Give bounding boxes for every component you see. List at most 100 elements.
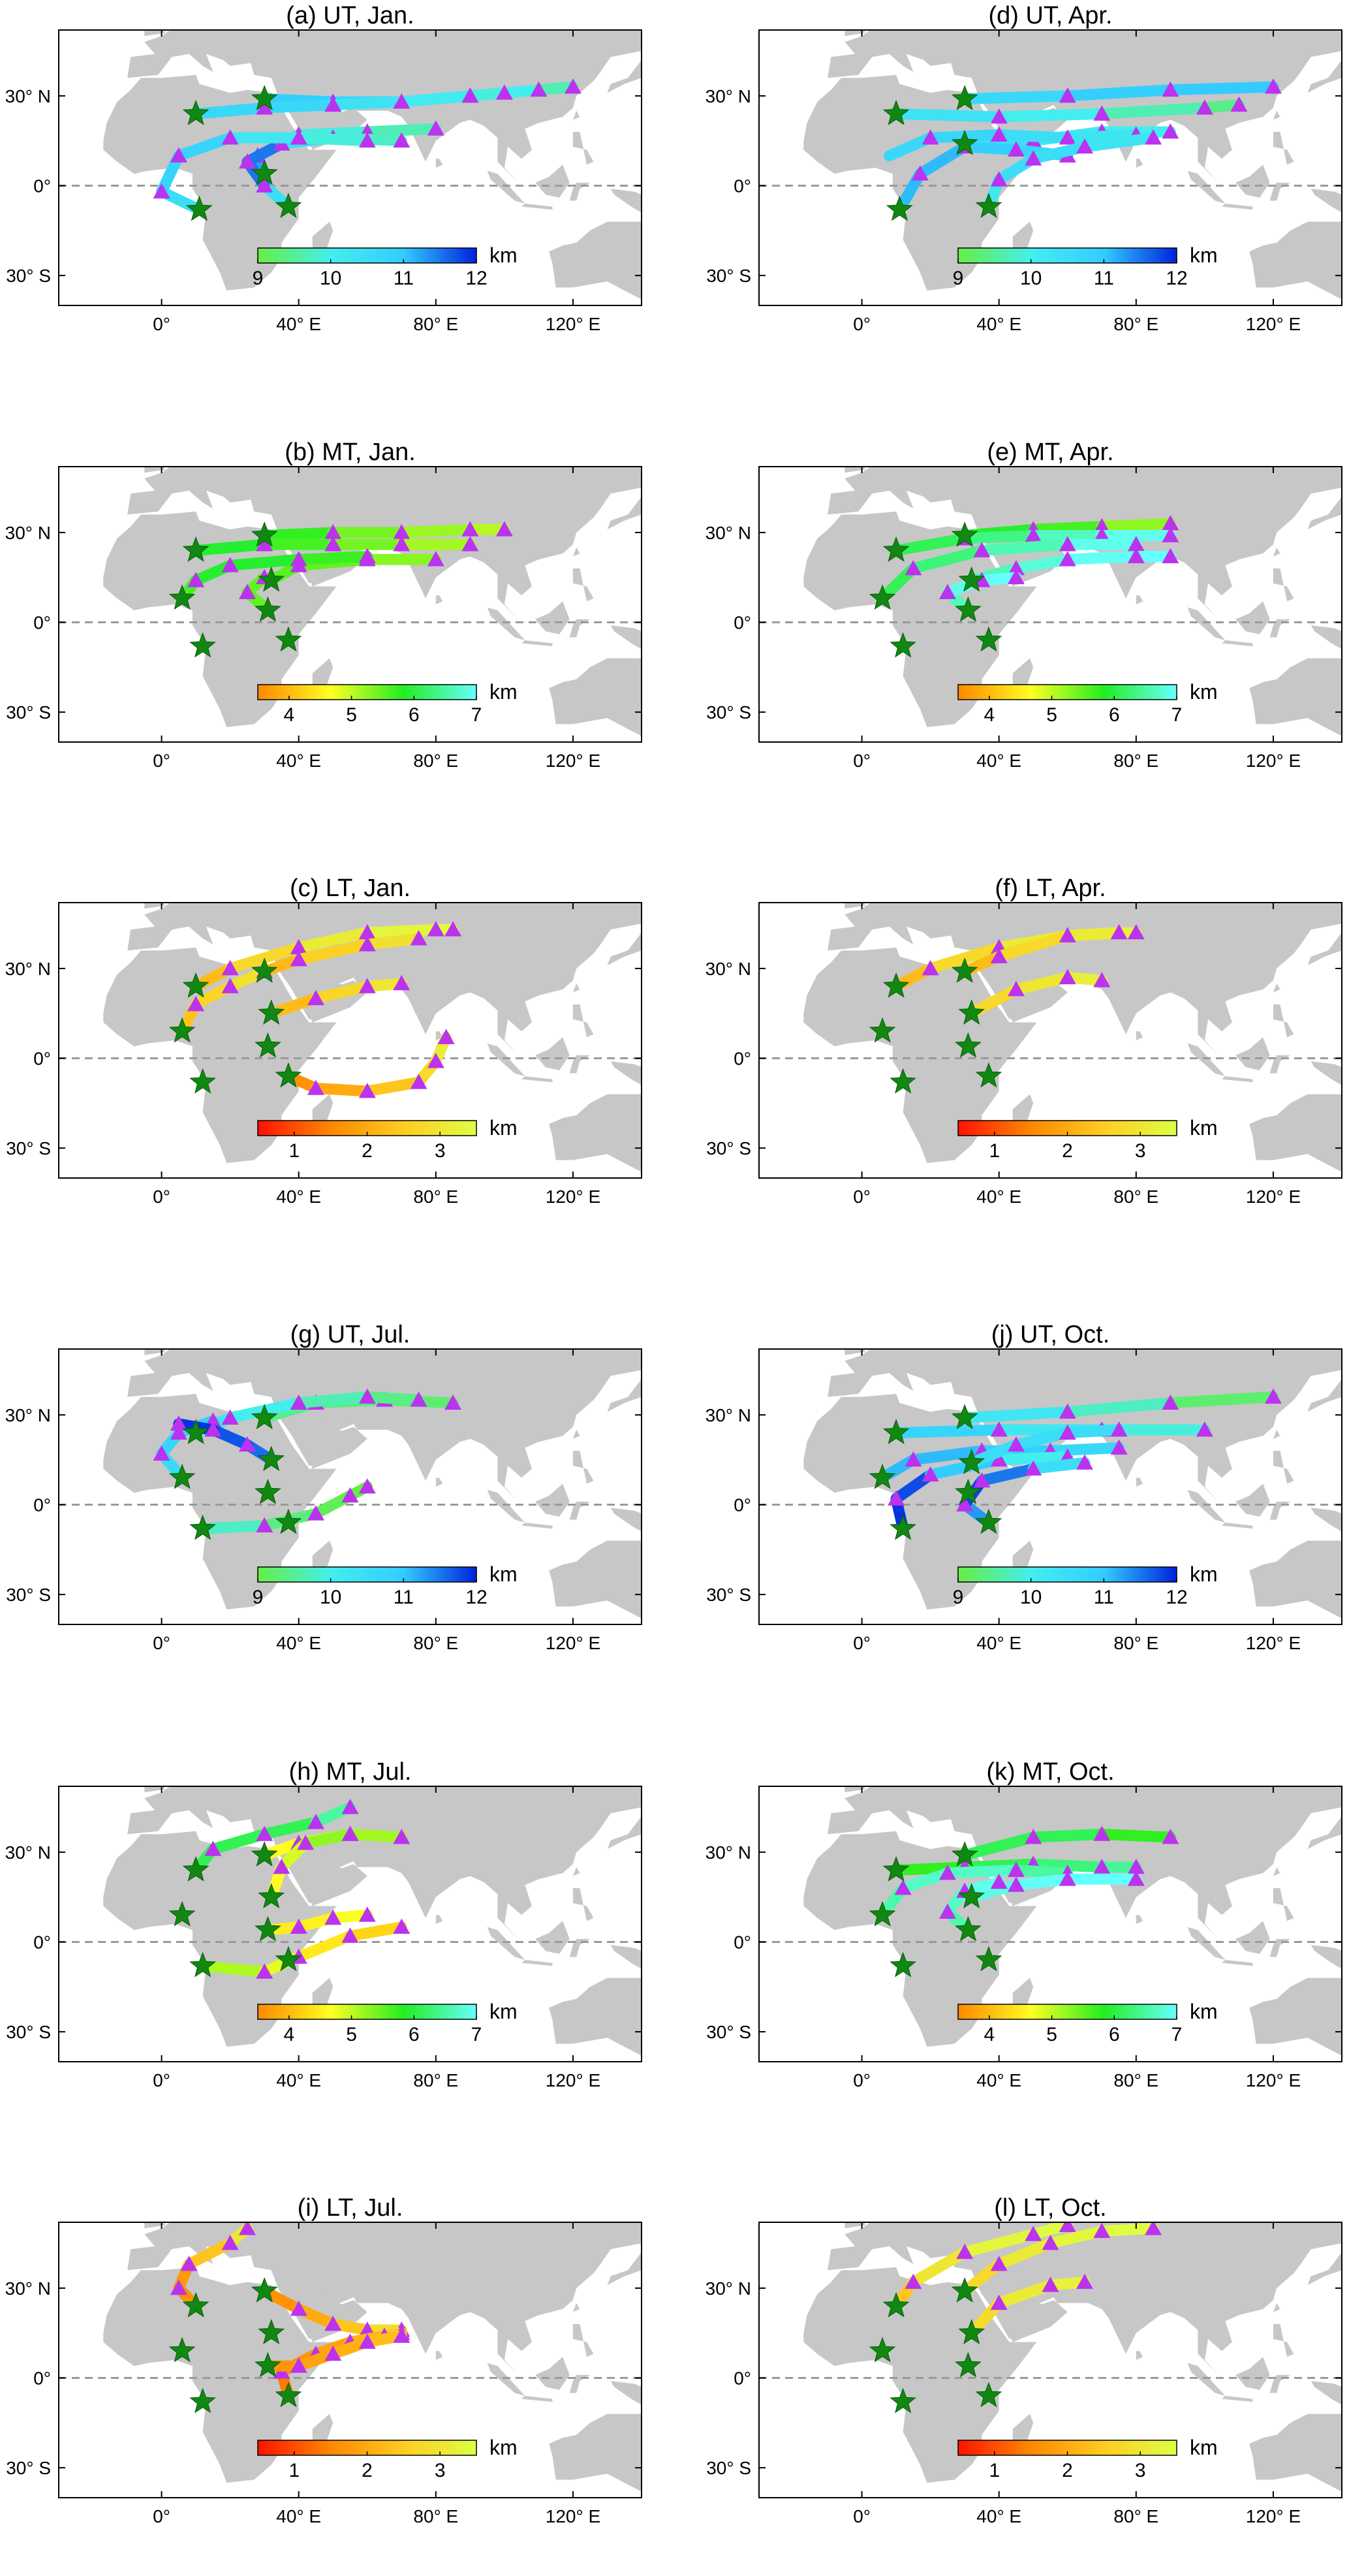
lat-tick-label: 30° S bbox=[706, 702, 751, 722]
source-station-star bbox=[975, 2382, 1002, 2408]
trajectory-segment bbox=[190, 538, 270, 556]
panel-frame bbox=[58, 1348, 642, 1625]
lon-tick-label: 120° E bbox=[1246, 2506, 1301, 2526]
source-station-star bbox=[951, 521, 978, 547]
colorbar-tick-label: 4 bbox=[984, 704, 995, 726]
lon-tick-label: 80° E bbox=[413, 751, 458, 771]
trajectory-point bbox=[990, 126, 1008, 142]
lon-tick-label: 120° E bbox=[546, 2070, 600, 2090]
source-station-star bbox=[251, 85, 278, 110]
trajectory-segment bbox=[1027, 141, 1091, 164]
panel-title: (e) MT, Apr. bbox=[987, 439, 1113, 466]
land-srilanka bbox=[1136, 2351, 1143, 2360]
land-srilanka bbox=[435, 2351, 443, 2360]
source-station-star bbox=[975, 1946, 1002, 1972]
land-srilanka bbox=[435, 159, 443, 168]
land-java bbox=[1222, 1076, 1253, 1083]
source-station-star bbox=[182, 99, 209, 125]
land-taiwan bbox=[572, 110, 580, 120]
lat-tick-label: 30° S bbox=[6, 1138, 51, 1158]
colorbar-tick-label: 11 bbox=[394, 1587, 414, 1608]
trajectory-point bbox=[1007, 981, 1025, 997]
land-ireland bbox=[828, 893, 841, 903]
land-africa bbox=[103, 947, 337, 1164]
land-sulawesi bbox=[1269, 619, 1291, 638]
land-borneo bbox=[1235, 164, 1270, 198]
trajectory-segment bbox=[310, 980, 373, 1004]
trajectory-point bbox=[461, 536, 479, 551]
colorbar-tick-label: 12 bbox=[465, 268, 487, 289]
source-station-star bbox=[890, 1514, 916, 1540]
trajectory-point bbox=[170, 147, 187, 163]
trajectory bbox=[959, 923, 1128, 977]
trajectory-point bbox=[358, 2333, 376, 2349]
land-java bbox=[521, 204, 553, 210]
trajectory-point bbox=[938, 1865, 956, 1880]
trajectory-segment bbox=[362, 1391, 425, 1406]
trajectory-point bbox=[1059, 1870, 1076, 1886]
lat-tick-label: 0° bbox=[33, 176, 51, 196]
colorbar-unit: km bbox=[1190, 243, 1218, 267]
trajectory-point bbox=[1093, 1858, 1111, 1874]
source-station-star bbox=[958, 1883, 985, 1909]
land-iceland bbox=[780, 861, 814, 867]
trajectory bbox=[197, 1478, 376, 1534]
land-australia bbox=[1249, 2413, 1342, 2492]
trajectory-point bbox=[1007, 559, 1025, 576]
trajectory-segment bbox=[327, 1909, 373, 1924]
trajectory-point bbox=[1162, 1828, 1179, 1844]
trajectory-point bbox=[990, 1421, 1008, 1437]
land-sulawesi bbox=[1269, 1055, 1291, 1074]
land-newguinea bbox=[1310, 1508, 1342, 1532]
land-ireland bbox=[127, 1777, 141, 1786]
land-philippines bbox=[572, 1888, 594, 1921]
trajectory-segment bbox=[890, 108, 1005, 123]
trajectory-point bbox=[341, 1825, 359, 1841]
land-sumatra bbox=[487, 1043, 525, 1076]
colorbar-tick-label: 9 bbox=[953, 1587, 964, 1608]
map-area bbox=[759, 467, 1342, 736]
lon-tick-label: 0° bbox=[853, 1633, 871, 1653]
trajectory-point bbox=[393, 974, 411, 991]
trajectory-segment bbox=[959, 90, 1074, 104]
trajectory-segment bbox=[533, 81, 579, 96]
land-greenland bbox=[759, 2154, 794, 2199]
source-station-star bbox=[882, 2291, 910, 2318]
trajectory-point bbox=[273, 1858, 290, 1874]
lat-tick-label: 30° S bbox=[6, 266, 51, 286]
trajectory-point bbox=[307, 1814, 324, 1829]
trajectory-point bbox=[170, 1415, 187, 1431]
lon-tick-label: 40° E bbox=[276, 1187, 321, 1207]
trajectory-point bbox=[1127, 548, 1145, 564]
lon-tick-label: 120° E bbox=[1246, 2070, 1301, 2090]
trajectory-point bbox=[358, 132, 376, 148]
source-station-star bbox=[189, 2387, 216, 2413]
panel-frame bbox=[758, 466, 1342, 743]
trajectory-point bbox=[341, 1927, 359, 1943]
colorbar-tick-label: 7 bbox=[1171, 2024, 1183, 2045]
trajectory-segment bbox=[183, 2237, 236, 2270]
colorbar-tick-label: 3 bbox=[1135, 2460, 1146, 2481]
lon-tick-label: 40° E bbox=[276, 1633, 321, 1653]
source-station-star bbox=[189, 632, 216, 658]
lon-tick-label: 40° E bbox=[276, 314, 321, 334]
land-borneo bbox=[535, 164, 570, 198]
land-ireland bbox=[828, 2213, 841, 2222]
source-station-star bbox=[975, 1062, 1002, 1088]
source-station-star bbox=[869, 1463, 896, 1489]
trajectory-segment bbox=[362, 933, 425, 950]
colorbar-tick-label: 6 bbox=[409, 2024, 420, 2045]
trajectory-segment bbox=[362, 1076, 425, 1097]
trajectory-segment bbox=[1096, 1828, 1176, 1843]
source-station-star bbox=[882, 1418, 910, 1444]
colorbar-tick-label: 12 bbox=[1166, 1587, 1187, 1608]
panel-frame bbox=[758, 1348, 1342, 1625]
trajectory-point bbox=[922, 129, 939, 145]
land-britain bbox=[144, 467, 165, 473]
trajectory-point bbox=[1042, 2235, 1059, 2250]
source-station-star bbox=[182, 1855, 209, 1882]
trajectory-segment bbox=[1062, 129, 1142, 144]
land-taiwan bbox=[1273, 1867, 1280, 1876]
lat-tick-label: 30° N bbox=[706, 959, 751, 979]
land-australia bbox=[549, 1978, 642, 2056]
